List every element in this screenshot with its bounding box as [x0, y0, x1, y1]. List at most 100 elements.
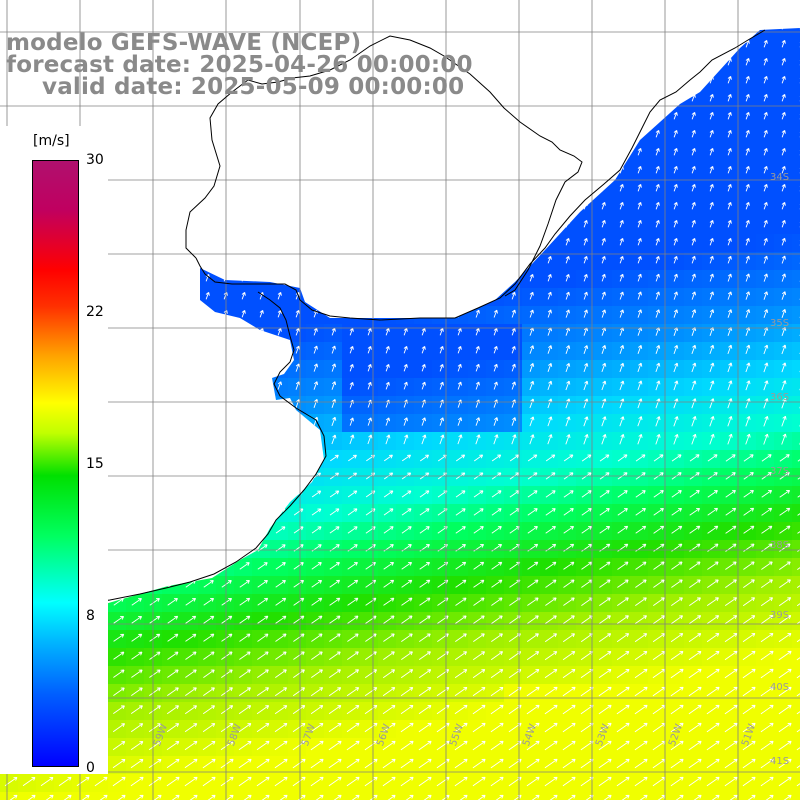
- wind-arrow: [454, 651, 468, 661]
- wind-arrow: [529, 434, 535, 445]
- wind-arrow: [113, 615, 125, 624]
- wind-arrow: [709, 147, 714, 156]
- wind-arrow: [616, 704, 630, 715]
- wind-arrow: [329, 562, 340, 570]
- wind-arrow: [274, 705, 288, 715]
- wind-arrow: [727, 291, 733, 300]
- wind-arrow: [562, 722, 576, 733]
- wind-cell: [90, 792, 108, 800]
- wind-arrow: [745, 309, 751, 318]
- wind-arrow: [382, 704, 396, 715]
- wind-arrow: [472, 776, 486, 787]
- wind-arrow: [673, 201, 678, 210]
- wind-arrow: [724, 597, 738, 606]
- wind-arrow: [598, 722, 612, 733]
- wind-arrow: [383, 490, 394, 498]
- wind-arrow: [221, 651, 233, 660]
- wind-arrow: [706, 597, 719, 606]
- wind-arrow: [329, 579, 341, 588]
- wind-arrow: [779, 525, 791, 534]
- wind-arrow: [601, 345, 607, 354]
- wind-arrow: [655, 273, 660, 282]
- wind-arrow: [619, 183, 624, 192]
- wind-arrow: [781, 309, 787, 318]
- wind-arrow: [709, 433, 715, 445]
- wind-arrow: [635, 507, 646, 516]
- wind-arrow: [400, 704, 414, 715]
- wind-arrow: [634, 740, 648, 751]
- wind-arrow: [706, 758, 720, 769]
- wind-arrow: [131, 598, 142, 606]
- wind-arrow: [313, 363, 319, 372]
- latitude-label: 39S: [770, 610, 790, 621]
- wind-arrow: [473, 579, 485, 588]
- wind-cell: [630, 792, 648, 800]
- wind-arrow: [529, 363, 535, 372]
- wind-cell: [792, 144, 800, 162]
- wind-arrow: [691, 255, 696, 264]
- land-area: [0, 0, 800, 318]
- wind-arrow: [472, 651, 486, 661]
- wind-arrow: [112, 758, 126, 769]
- wind-cell: [396, 792, 414, 800]
- wind-arrow: [763, 39, 768, 48]
- wind-arrow: [727, 165, 732, 174]
- wind-arrow: [526, 758, 540, 769]
- wind-arrow: [529, 345, 535, 354]
- wind-arrow: [743, 579, 755, 588]
- wind-arrow: [148, 741, 162, 751]
- wind-arrow: [616, 776, 630, 787]
- wind-arrow: [743, 525, 755, 534]
- wind-arrow: [691, 344, 697, 355]
- wind-arrow: [349, 327, 354, 336]
- wind-arrow: [349, 345, 354, 354]
- wind-arrow: [274, 722, 288, 733]
- wind-arrow: [257, 669, 269, 678]
- wind-arrow: [709, 416, 715, 427]
- wind-arrow: [457, 345, 462, 354]
- wind-arrow: [743, 561, 755, 570]
- wind-arrow: [472, 704, 486, 715]
- wind-arrow: [419, 454, 430, 462]
- wind-arrow: [637, 433, 643, 445]
- wind-arrow: [131, 615, 143, 624]
- wind-arrow: [475, 345, 480, 354]
- wind-arrow: [545, 490, 556, 498]
- wind-arrow: [727, 344, 733, 355]
- wind-arrow: [367, 327, 372, 336]
- wind-arrow: [688, 615, 702, 625]
- wind-arrow: [349, 417, 354, 426]
- wind-arrow: [455, 615, 467, 624]
- wind-arrow: [691, 309, 697, 318]
- wind-arrow: [565, 309, 570, 318]
- wind-arrow: [382, 687, 396, 697]
- wind-arrow: [563, 615, 575, 624]
- wind-arrow: [490, 740, 504, 751]
- wind-arrow: [653, 597, 665, 606]
- wind-cell: [18, 792, 36, 800]
- wind-arrow: [673, 255, 678, 264]
- wind-arrow: [742, 650, 756, 661]
- wind-cell: [198, 792, 216, 800]
- wind-arrow: [149, 669, 161, 678]
- wind-arrow: [616, 758, 630, 769]
- wind-arrow: [526, 776, 540, 787]
- wind-arrow: [670, 722, 684, 733]
- wind-arrow: [346, 758, 360, 769]
- wind-arrow: [709, 111, 714, 120]
- wind-arrow: [601, 201, 606, 210]
- wind-arrow: [742, 704, 756, 715]
- wind-arrow: [727, 201, 732, 210]
- wind-arrow: [673, 433, 679, 445]
- wind-arrow: [364, 687, 378, 697]
- wind-arrow: [112, 741, 126, 751]
- wind-arrow: [670, 668, 684, 679]
- wind-arrow: [419, 615, 431, 624]
- wind-arrow: [167, 651, 179, 660]
- wind-arrow: [457, 417, 463, 426]
- wind-arrow: [655, 433, 661, 445]
- wind-arrow: [635, 579, 647, 588]
- wind-arrow: [400, 776, 414, 787]
- wind-arrow: [655, 416, 661, 427]
